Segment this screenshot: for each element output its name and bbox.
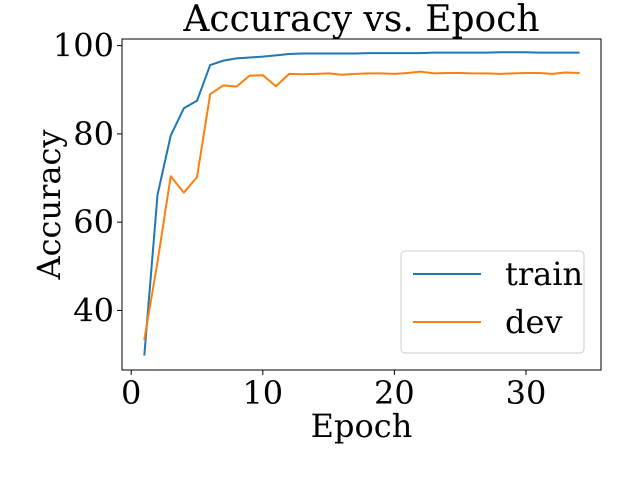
legend-label-train: train [505,255,583,293]
series-layer [143,51,580,356]
y-tick-label: 60 [73,203,114,241]
x-tick-label: 10 [242,374,283,412]
legend: train dev [400,250,585,354]
y-tick-label: 80 [73,115,114,153]
series-line-train [143,51,580,356]
x-axis-label: Epoch [311,407,413,445]
plot-frame [121,38,602,371]
legend-label-dev: dev [505,303,563,341]
y-tick-label: 40 [73,291,114,329]
x-tick-label: 20 [374,374,415,412]
y-tick-label: 100 [53,27,114,65]
chart-title: Accuracy vs. Epoch [182,0,539,40]
y-axis-ticks: 40 60 80 100 [53,27,122,329]
series-line-dev [143,70,580,341]
x-axis-ticks: 0 10 20 30 [121,370,546,412]
legend-box [400,250,585,354]
y-axis-label: Accuracy [30,130,68,281]
x-tick-label: 30 [506,374,547,412]
x-tick-label: 0 [121,374,141,412]
